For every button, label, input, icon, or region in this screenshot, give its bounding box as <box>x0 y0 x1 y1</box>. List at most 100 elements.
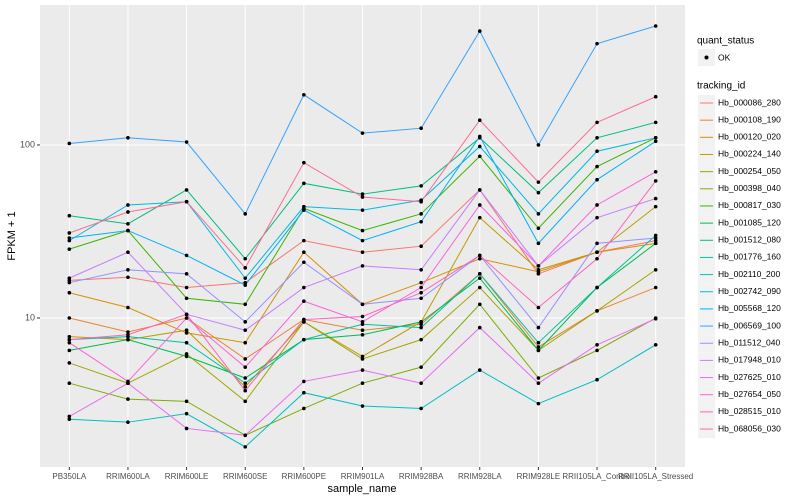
data-point <box>126 332 130 337</box>
data-point <box>536 226 541 231</box>
data-point <box>653 285 658 290</box>
data-point <box>67 280 72 285</box>
data-point <box>243 376 248 380</box>
legend-label: Hb_017948_010 <box>718 355 781 365</box>
data-point <box>184 399 189 404</box>
y-tick-label: 100 <box>20 139 35 149</box>
legend-label: Hb_068056_030 <box>718 423 781 433</box>
data-point <box>67 141 72 146</box>
data-point <box>653 120 658 125</box>
data-point <box>184 411 189 416</box>
data-point <box>419 381 423 385</box>
x-tick-label: PB350LA <box>52 472 86 481</box>
x-tick-label: RRIM928BA <box>399 472 444 481</box>
data-point <box>419 280 423 285</box>
data-point <box>477 302 482 307</box>
y-tick-label: 10 <box>25 312 35 322</box>
data-point <box>184 340 189 345</box>
legend-label: Hb_005568_120 <box>718 303 781 313</box>
data-point <box>302 337 306 342</box>
data-point <box>360 238 365 243</box>
x-tick-label: RRII105LA_Control <box>562 472 632 481</box>
data-point <box>419 406 423 411</box>
data-point <box>360 320 365 324</box>
status-legend-label: OK <box>718 52 731 62</box>
data-point <box>419 184 423 188</box>
x-tick-label: RRIM928LE <box>517 472 561 481</box>
data-point <box>243 328 248 333</box>
data-point <box>67 238 72 243</box>
data-point <box>653 139 658 144</box>
legend-label: Hb_000398_040 <box>718 183 781 193</box>
data-point <box>595 241 599 246</box>
data-point <box>595 41 599 46</box>
data-point <box>360 332 365 337</box>
data-point <box>595 377 599 382</box>
legend-label: Hb_001512_080 <box>718 235 781 245</box>
data-point <box>67 290 72 295</box>
data-point <box>360 404 365 408</box>
data-point <box>653 236 658 240</box>
data-point <box>67 316 72 320</box>
data-point <box>67 381 72 385</box>
data-point <box>595 164 599 169</box>
data-point <box>243 385 248 389</box>
data-point <box>536 345 541 349</box>
data-point <box>67 236 72 240</box>
data-point <box>653 24 658 28</box>
legend-label: Hb_001776_160 <box>718 252 781 262</box>
data-point <box>536 180 541 184</box>
data-point <box>243 266 248 270</box>
data-point <box>595 177 599 182</box>
data-point <box>126 420 130 424</box>
data-point <box>477 256 482 261</box>
x-tick-label: RRIM928LA <box>458 472 502 481</box>
data-point <box>595 285 599 290</box>
data-point <box>419 219 423 224</box>
legend-label: Hb_028515_010 <box>718 406 781 416</box>
data-point <box>67 340 72 345</box>
data-point <box>302 204 306 209</box>
data-point <box>243 399 248 404</box>
data-point <box>67 334 72 339</box>
data-point <box>419 267 423 272</box>
data-point <box>536 241 541 246</box>
data-point <box>126 397 130 401</box>
data-point <box>184 253 189 258</box>
data-point <box>126 379 130 384</box>
data-point <box>302 208 306 212</box>
data-point <box>653 136 658 140</box>
data-point <box>67 417 72 422</box>
legend-label: Hb_006569_100 <box>718 320 781 330</box>
x-tick-label: RRII105LA_Stressed <box>618 472 693 481</box>
data-point <box>419 212 423 216</box>
data-point <box>126 267 130 272</box>
data-point <box>243 212 248 216</box>
data-point <box>536 401 541 406</box>
data-point <box>477 253 482 258</box>
data-point <box>536 348 541 353</box>
data-point <box>536 325 541 330</box>
data-point <box>67 337 72 342</box>
data-point <box>595 136 599 140</box>
data-point <box>302 250 306 255</box>
data-point <box>302 317 306 322</box>
data-point <box>360 192 365 196</box>
data-point <box>653 238 658 243</box>
data-point <box>67 213 72 218</box>
data-point <box>536 264 541 268</box>
legend-label: Hb_027625_010 <box>718 372 781 382</box>
data-point <box>126 228 130 233</box>
data-point <box>184 426 189 431</box>
data-point <box>126 222 130 226</box>
data-point <box>419 126 423 130</box>
data-point <box>360 250 365 255</box>
data-point <box>184 331 189 335</box>
legend-label: Hb_000108_190 <box>718 114 781 124</box>
data-point <box>243 320 248 324</box>
data-point <box>184 296 189 301</box>
data-point <box>184 312 189 317</box>
data-point <box>419 325 423 330</box>
legend-label: Hb_000254_050 <box>718 166 781 176</box>
data-point <box>126 136 130 140</box>
